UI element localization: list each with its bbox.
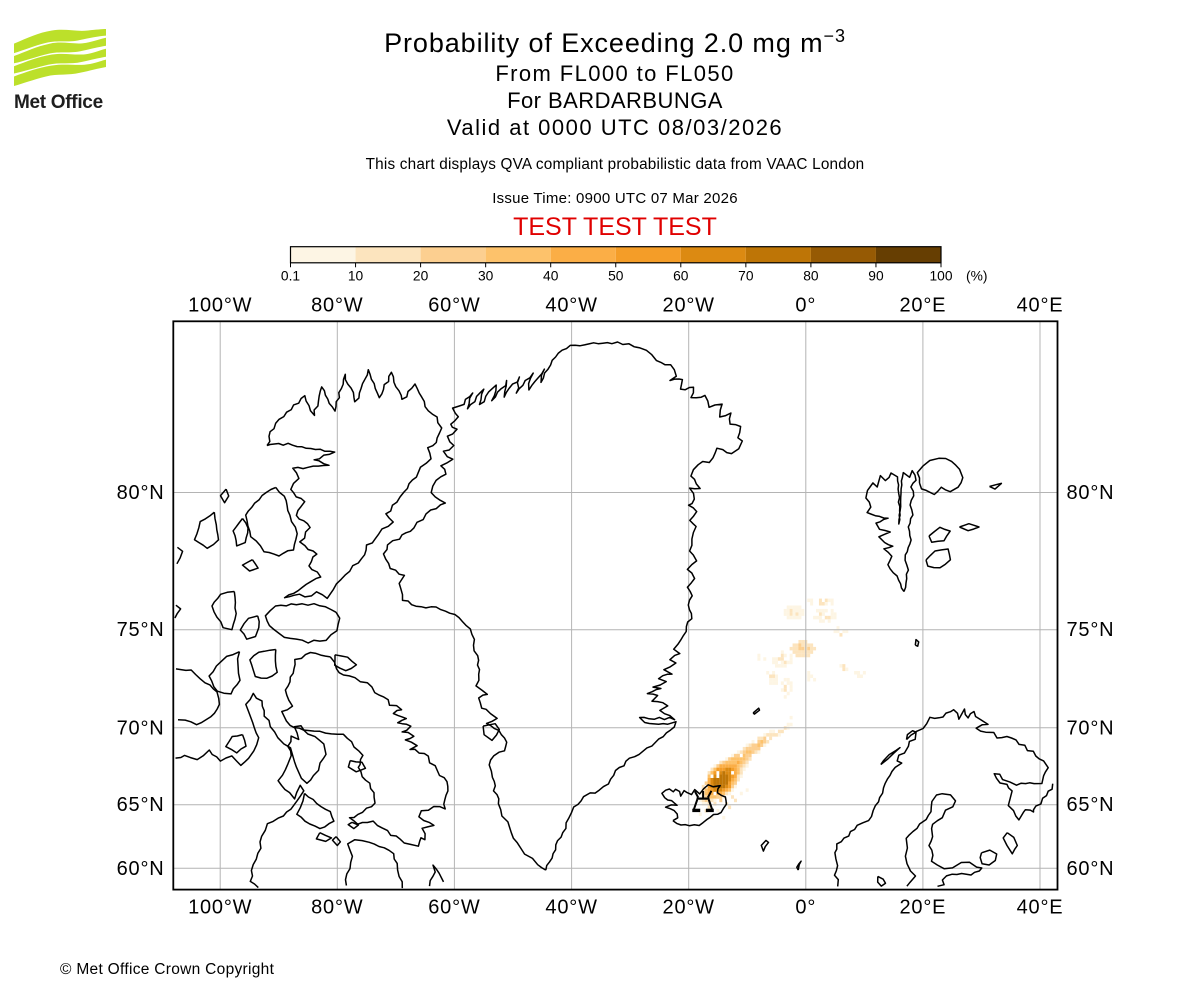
svg-text:40°W: 40°W: [545, 897, 597, 919]
svg-text:20°E: 20°E: [900, 897, 947, 919]
svg-text:0°: 0°: [795, 295, 816, 317]
svg-text:70°N: 70°N: [117, 717, 165, 739]
svg-text:75°N: 75°N: [117, 619, 165, 641]
svg-text:70: 70: [738, 268, 754, 283]
svg-text:© Met Office Crown Copyright: © Met Office Crown Copyright: [60, 961, 275, 978]
svg-text:100°W: 100°W: [188, 897, 252, 919]
svg-text:80°N: 80°N: [1067, 482, 1115, 504]
svg-text:20: 20: [413, 268, 429, 283]
svg-text:40°E: 40°E: [1017, 295, 1064, 317]
svg-text:40°W: 40°W: [545, 295, 597, 317]
svg-text:50: 50: [608, 268, 624, 283]
svg-text:80°W: 80°W: [311, 295, 363, 317]
svg-text:30: 30: [478, 268, 494, 283]
svg-text:20°E: 20°E: [900, 295, 947, 317]
svg-text:90: 90: [868, 268, 884, 283]
svg-text:60°N: 60°N: [117, 858, 165, 880]
svg-text:60°W: 60°W: [428, 897, 480, 919]
svg-text:0.1: 0.1: [281, 268, 300, 283]
svg-text:80°W: 80°W: [311, 897, 363, 919]
svg-text:20°W: 20°W: [663, 295, 715, 317]
svg-text:80: 80: [803, 268, 819, 283]
svg-text:40: 40: [543, 268, 559, 283]
svg-text:100: 100: [929, 268, 952, 283]
svg-text:65°N: 65°N: [117, 794, 165, 816]
svg-text:Met Office: Met Office: [14, 92, 103, 113]
svg-text:0°: 0°: [795, 897, 816, 919]
svg-text:100°W: 100°W: [188, 295, 252, 317]
svg-text:75°N: 75°N: [1067, 619, 1115, 641]
svg-text:(%): (%): [966, 268, 987, 283]
svg-text:60: 60: [673, 268, 689, 283]
svg-text:65°N: 65°N: [1067, 794, 1115, 816]
svg-text:10: 10: [348, 268, 364, 283]
svg-text:80°N: 80°N: [117, 482, 165, 504]
svg-text:70°N: 70°N: [1067, 717, 1115, 739]
svg-text:40°E: 40°E: [1017, 897, 1064, 919]
svg-text:60°N: 60°N: [1067, 858, 1115, 880]
svg-text:20°W: 20°W: [663, 897, 715, 919]
svg-text:60°W: 60°W: [428, 295, 480, 317]
